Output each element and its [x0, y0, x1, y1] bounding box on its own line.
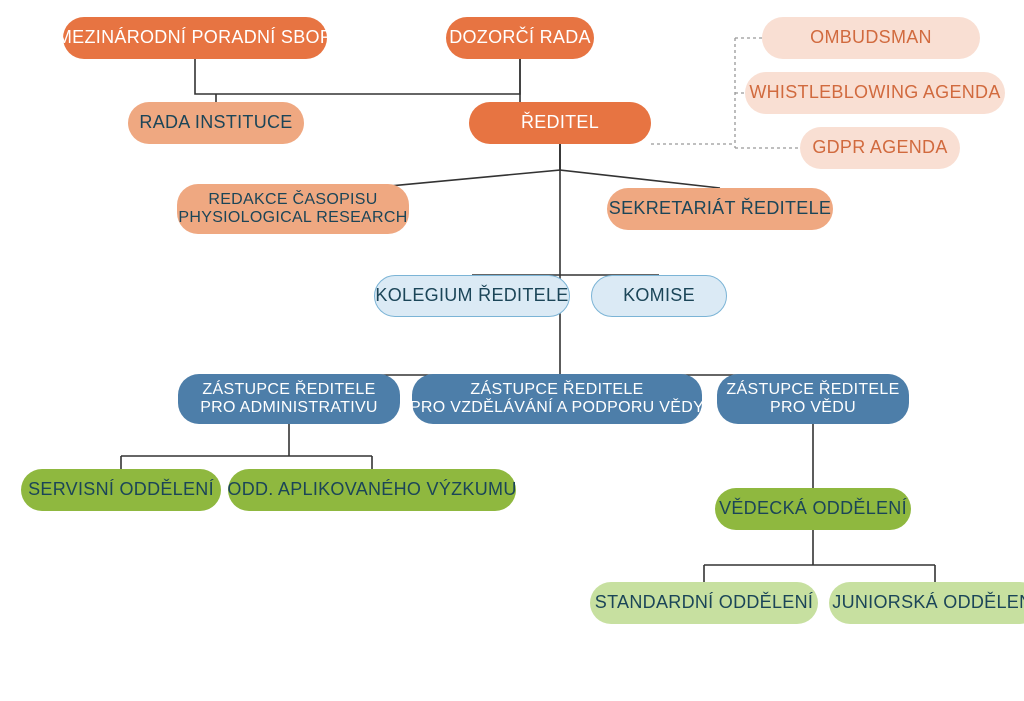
edge — [560, 144, 720, 188]
node-junodd: JUNIORSKÁ ODDĚLENÍ — [829, 582, 1024, 624]
node-zadmin: ZÁSTUPCE ŘEDITELE PRO ADMINISTRATIVU — [178, 374, 400, 424]
edge — [195, 59, 520, 94]
node-label: JUNIORSKÁ ODDĚLENÍ — [832, 593, 1024, 613]
node-label: ZÁSTUPCE ŘEDITELE PRO VZDĚLÁVÁNÍ A PODPO… — [410, 381, 704, 416]
node-label: ZÁSTUPCE ŘEDITELE PRO ADMINISTRATIVU — [200, 381, 378, 416]
node-label: REDAKCE ČASOPISU PHYSIOLOGICAL RESEARCH — [178, 191, 407, 226]
node-label: KOLEGIUM ŘEDITELE — [375, 286, 568, 306]
node-label: MEZINÁRODNÍ PORADNÍ SBOR — [57, 28, 333, 48]
node-dozor: DOZORČÍ RADA — [446, 17, 594, 59]
org-chart: MEZINÁRODNÍ PORADNÍ SBOR DOZORČÍ RADA OMBU… — [0, 0, 1024, 701]
node-label: VĚDECKÁ ODDĚLENÍ — [719, 499, 907, 519]
node-label: SERVISNÍ ODDĚLENÍ — [28, 480, 214, 500]
node-gdpr: GDPR AGENDA — [800, 127, 960, 169]
node-komise: KOMISE — [591, 275, 727, 317]
node-kolegium: KOLEGIUM ŘEDITELE — [374, 275, 570, 317]
node-whistle: WHISTLEBLOWING AGENDA — [745, 72, 1005, 114]
node-mez: MEZINÁRODNÍ PORADNÍ SBOR — [63, 17, 327, 59]
node-label: OMBUDSMAN — [810, 28, 932, 48]
edge — [368, 144, 560, 188]
node-vedodd: VĚDECKÁ ODDĚLENÍ — [715, 488, 911, 530]
node-zvedu: ZÁSTUPCE ŘEDITELE PRO VĚDU — [717, 374, 909, 424]
node-label: KOMISE — [623, 286, 695, 306]
node-label: ZÁSTUPCE ŘEDITELE PRO VĚDU — [726, 381, 899, 416]
node-reditel: ŘEDITEL — [469, 102, 651, 144]
node-label: WHISTLEBLOWING AGENDA — [749, 83, 1000, 103]
node-label: SEKRETARIÁT ŘEDITELE — [609, 199, 831, 219]
node-aplik: ODD. APLIKOVANÉHO VÝZKUMU — [228, 469, 516, 511]
node-label: STANDARDNÍ ODDĚLENÍ — [595, 593, 813, 613]
node-label: RADA INSTITUCE — [139, 113, 292, 133]
node-stdodd: STANDARDNÍ ODDĚLENÍ — [590, 582, 818, 624]
node-sekret: SEKRETARIÁT ŘEDITELE — [607, 188, 833, 230]
node-label: DOZORČÍ RADA — [449, 28, 591, 48]
node-label: GDPR AGENDA — [812, 138, 947, 158]
node-ombud: OMBUDSMAN — [762, 17, 980, 59]
node-label: ŘEDITEL — [521, 113, 599, 133]
node-servis: SERVISNÍ ODDĚLENÍ — [21, 469, 221, 511]
node-label: ODD. APLIKOVANÉHO VÝZKUMU — [227, 480, 516, 500]
node-rada: RADA INSTITUCE — [128, 102, 304, 144]
node-zvzd: ZÁSTUPCE ŘEDITELE PRO VZDĚLÁVÁNÍ A PODPO… — [412, 374, 702, 424]
node-redakce: REDAKCE ČASOPISU PHYSIOLOGICAL RESEARCH — [177, 184, 409, 234]
